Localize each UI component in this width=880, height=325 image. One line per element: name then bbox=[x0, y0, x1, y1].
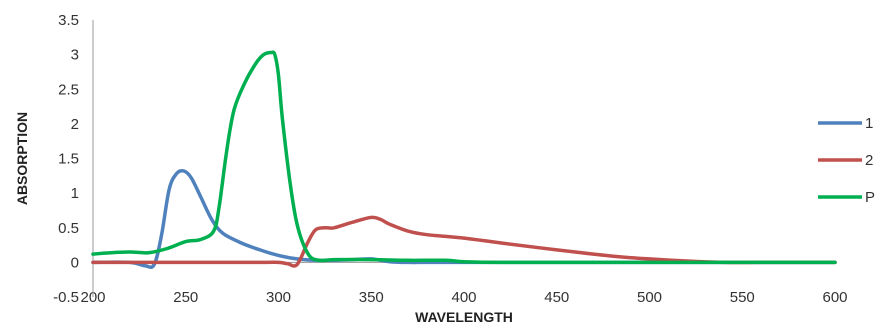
series-lines bbox=[91, 50, 837, 270]
x-tick-label: 350 bbox=[359, 289, 384, 306]
series-line-p bbox=[91, 50, 837, 265]
x-tick-labels: 200 250 300 350 400 450 500 550 600 bbox=[80, 289, 847, 306]
x-tick-label: 450 bbox=[544, 289, 569, 306]
y-tick-label: -0.5 bbox=[53, 289, 79, 306]
y-tick-label: 0.5 bbox=[58, 220, 79, 237]
y-tick-label: 2 bbox=[71, 116, 79, 133]
y-tick-label: 1.5 bbox=[58, 151, 79, 168]
series-line-1 bbox=[91, 168, 837, 270]
y-tick-label: 2.5 bbox=[58, 81, 79, 98]
x-axis-title: WAVELENGTH bbox=[415, 309, 513, 325]
legend-label-p: P bbox=[865, 189, 875, 206]
x-tick-label: 300 bbox=[266, 289, 291, 306]
y-tick-label: 3.5 bbox=[58, 12, 79, 29]
x-tick-label: 600 bbox=[822, 289, 847, 306]
y-tick-label: 0 bbox=[71, 254, 79, 271]
y-tick-label: 1 bbox=[71, 185, 79, 202]
x-tick-label: 200 bbox=[80, 289, 105, 306]
legend-label-2: 2 bbox=[865, 152, 873, 169]
y-tick-label: 3 bbox=[71, 47, 79, 64]
legend-label-1: 1 bbox=[865, 115, 873, 132]
legend: 1 2 P bbox=[818, 115, 875, 206]
axes bbox=[92, 20, 835, 297]
series-line-2 bbox=[91, 215, 837, 268]
y-axis-title: ABSORPTION bbox=[14, 112, 30, 205]
x-tick-label: 250 bbox=[173, 289, 198, 306]
x-tick-label: 500 bbox=[637, 289, 662, 306]
x-tick-label: 400 bbox=[451, 289, 476, 306]
x-tick-label: 550 bbox=[730, 289, 755, 306]
y-tick-labels: -0.5 0 0.5 1 1.5 2 2.5 3 3.5 bbox=[53, 12, 79, 306]
